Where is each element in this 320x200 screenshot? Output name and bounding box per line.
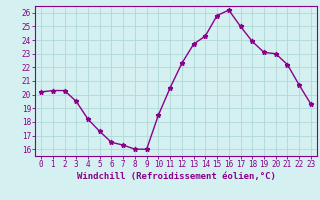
X-axis label: Windchill (Refroidissement éolien,°C): Windchill (Refroidissement éolien,°C) (76, 172, 276, 181)
